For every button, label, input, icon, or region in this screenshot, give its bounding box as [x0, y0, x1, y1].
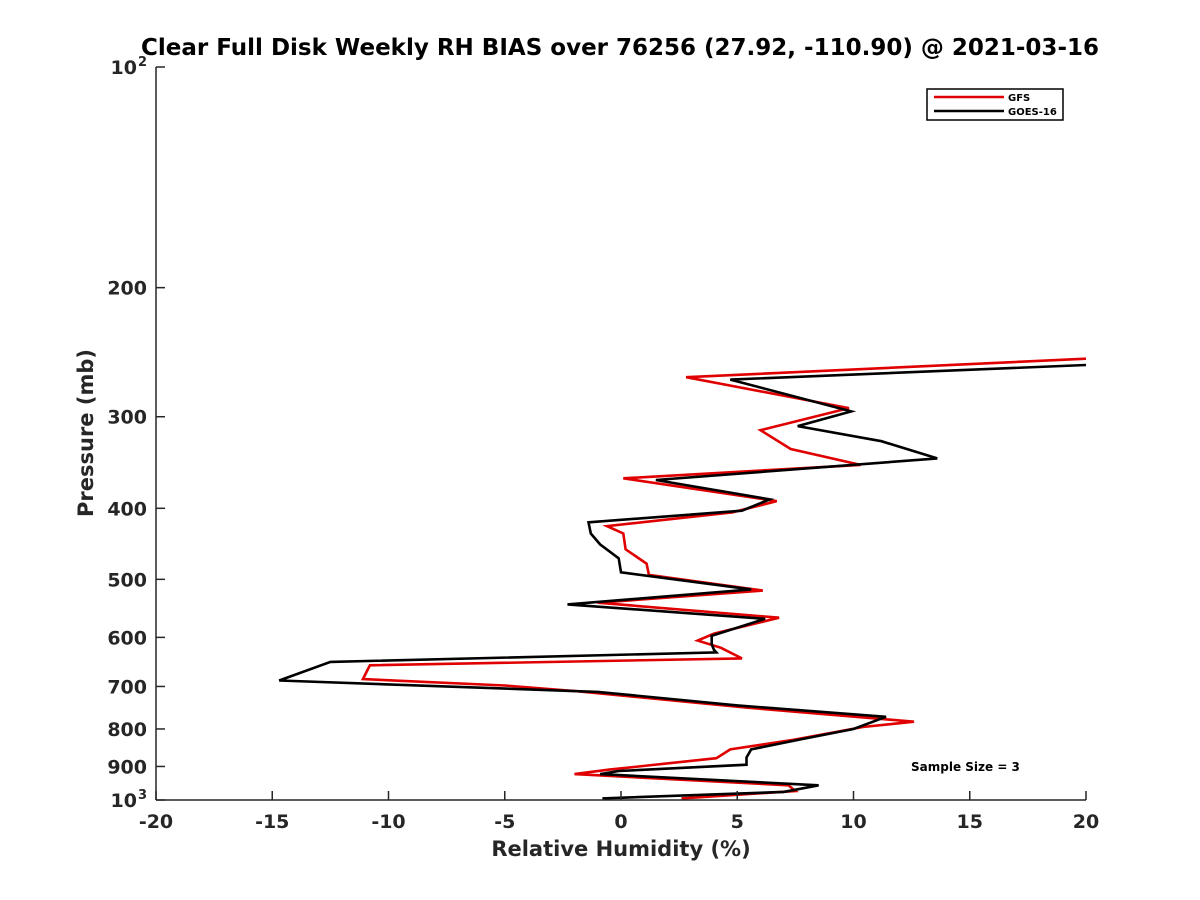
legend-box: [926, 88, 1064, 121]
y-tick-label: 300: [107, 407, 147, 429]
series-line-gfs: [360, 357, 1087, 800]
y-tick-label: 800: [107, 719, 147, 741]
legend: GFS GOES-16: [926, 88, 1064, 121]
x-tick-label: 20: [1073, 811, 1099, 833]
series-line-goes16: [278, 363, 1087, 800]
y-tick-label: 10: [111, 790, 137, 812]
x-axis-ticks: -20 -15 -10 -5 0 5 10 15 20: [139, 791, 1099, 833]
y-tick-label: 900: [107, 756, 147, 778]
y-tick-label: 10: [111, 57, 137, 79]
legend-label-goes16: GOES-16: [1008, 107, 1057, 118]
sample-size-annotation: Sample Size = 3: [911, 760, 1020, 774]
x-tick-label: 0: [614, 811, 627, 833]
x-tick-label: -15: [255, 811, 289, 833]
x-tick-label: 10: [840, 811, 866, 833]
y-tick-label: 200: [107, 278, 147, 300]
x-tick-label: 15: [957, 811, 983, 833]
y-tick-exponent: 3: [138, 788, 147, 803]
y-tick-label: 500: [107, 569, 147, 591]
y-axis-label: Pressure (mb): [74, 349, 98, 517]
plot-area: [156, 67, 1086, 800]
chart-title: Clear Full Disk Weekly RH BIAS over 7625…: [141, 35, 1099, 61]
x-tick-label: 5: [731, 811, 744, 833]
y-tick-label: 600: [107, 627, 147, 649]
x-tick-label: -10: [371, 811, 405, 833]
y-tick-exponent: 2: [138, 55, 147, 70]
x-tick-label: -20: [139, 811, 173, 833]
series-layer: [278, 357, 1087, 800]
y-tick-label: 400: [107, 498, 147, 520]
x-axis-label: Relative Humidity (%): [491, 837, 750, 861]
y-tick-label: 700: [107, 676, 147, 698]
x-tick-label: -5: [494, 811, 515, 833]
legend-label-gfs: GFS: [1008, 93, 1030, 104]
